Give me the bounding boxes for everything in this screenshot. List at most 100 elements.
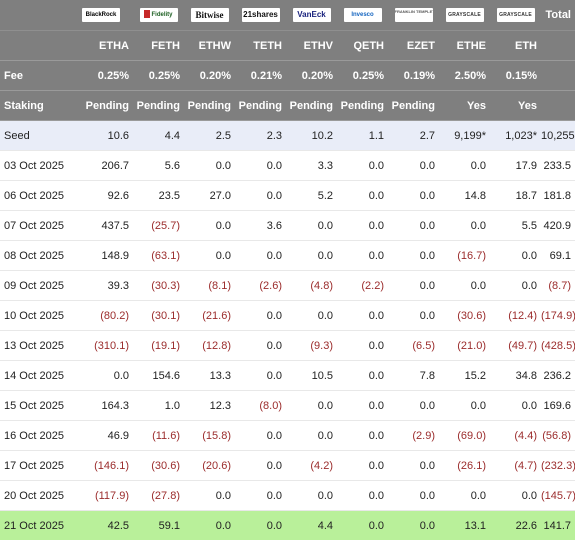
- flow-value-cell: 0.0: [388, 391, 439, 421]
- flow-value-cell: 0.0: [286, 391, 337, 421]
- flow-value-cell: (15.8): [184, 421, 235, 451]
- flow-value-cell: 0.0: [388, 151, 439, 181]
- flow-value-cell: 0.0: [490, 271, 541, 301]
- flow-value-cell: 12.3: [184, 391, 235, 421]
- flow-value-cell: 0.0: [286, 211, 337, 241]
- flow-value-cell: (310.1): [69, 331, 133, 361]
- flow-value-cell: (12.4): [490, 301, 541, 331]
- flow-value-cell: 5.5: [490, 211, 541, 241]
- flow-value-cell: 0.0: [337, 151, 388, 181]
- flow-value-cell: (27.8): [133, 481, 184, 511]
- flow-value-cell: 0.0: [235, 301, 286, 331]
- flow-value-cell: 0.0: [439, 151, 490, 181]
- flow-value-cell: (16.7): [439, 241, 490, 271]
- flow-value-cell: 0.0: [337, 391, 388, 421]
- flow-value-cell: 0.0: [337, 361, 388, 391]
- flow-value-cell: 27.0: [184, 181, 235, 211]
- row-date-label: 09 Oct 2025: [0, 271, 69, 301]
- ticker-cell: ETHA: [69, 31, 133, 61]
- flow-value-cell: (4.4): [490, 421, 541, 451]
- flow-value-cell: 2.5: [184, 121, 235, 151]
- row-total-cell: 69.1: [541, 241, 575, 271]
- blackrock-logo-icon: BlackRock: [82, 8, 120, 22]
- flow-value-cell: 0.0: [69, 361, 133, 391]
- staking-cell: Pending: [133, 91, 184, 121]
- flow-value-cell: 3.3: [286, 151, 337, 181]
- flow-value-cell: 206.7: [69, 151, 133, 181]
- row-total-cell: 10,255: [541, 121, 575, 151]
- flow-value-cell: 0.0: [388, 481, 439, 511]
- ticker-row: ETHA FETH ETHW TETH ETHV QETH EZET ETHE …: [0, 31, 575, 61]
- ticker-label-cell: [0, 31, 69, 61]
- flow-value-cell: (146.1): [69, 451, 133, 481]
- flow-value-cell: 0.0: [388, 211, 439, 241]
- ticker-cell: ETH: [490, 31, 541, 61]
- flow-value-cell: (21.0): [439, 331, 490, 361]
- flow-value-cell: 15.2: [439, 361, 490, 391]
- flow-value-cell: (9.3): [286, 331, 337, 361]
- staking-cell: Pending: [286, 91, 337, 121]
- flow-value-cell: (80.2): [69, 301, 133, 331]
- flow-value-cell: 0.0: [388, 451, 439, 481]
- flow-value-cell: 0.0: [235, 331, 286, 361]
- flow-value-cell: (19.1): [133, 331, 184, 361]
- flow-value-cell: 17.9: [490, 151, 541, 181]
- row-date-label: 08 Oct 2025: [0, 241, 69, 271]
- flow-value-cell: 0.0: [286, 301, 337, 331]
- flow-value-cell: 0.0: [337, 511, 388, 540]
- staking-cell: Pending: [184, 91, 235, 121]
- row-total-cell: (232.3): [541, 451, 575, 481]
- fidelity-logo-icon: Fidelity: [140, 8, 178, 22]
- flow-value-cell: 0.0: [184, 241, 235, 271]
- row-total-cell: (56.8): [541, 421, 575, 451]
- flow-value-cell: 1.0: [133, 391, 184, 421]
- flow-value-cell: 4.4: [133, 121, 184, 151]
- flow-value-cell: 0.0: [388, 181, 439, 211]
- flow-value-cell: (12.8): [184, 331, 235, 361]
- flow-value-cell: 0.0: [439, 211, 490, 241]
- flow-value-cell: 18.7: [490, 181, 541, 211]
- 21shares-logo-icon: 21shares: [242, 8, 280, 22]
- flow-value-cell: (49.7): [490, 331, 541, 361]
- flow-value-cell: 0.0: [490, 481, 541, 511]
- flow-value-cell: (4.8): [286, 271, 337, 301]
- vaneck-logo-icon: VanEck: [293, 8, 331, 22]
- row-total-cell: 141.7: [541, 511, 575, 540]
- flow-value-cell: 0.0: [337, 331, 388, 361]
- flow-value-cell: 3.6: [235, 211, 286, 241]
- fee-cell: 0.25%: [69, 61, 133, 91]
- flow-value-cell: 437.5: [69, 211, 133, 241]
- bitwise-logo-icon: Bitwise: [191, 8, 229, 22]
- flow-value-cell: (11.6): [133, 421, 184, 451]
- fee-cell: 0.25%: [133, 61, 184, 91]
- row-date-label: 20 Oct 2025: [0, 481, 69, 511]
- row-date-label: 16 Oct 2025: [0, 421, 69, 451]
- staking-cell: Pending: [69, 91, 133, 121]
- flow-value-cell: 0.0: [184, 211, 235, 241]
- row-date-label: 17 Oct 2025: [0, 451, 69, 481]
- flow-value-cell: (30.1): [133, 301, 184, 331]
- flow-value-cell: 13.3: [184, 361, 235, 391]
- table-row: 13 Oct 2025(310.1)(19.1)(12.8)0.0(9.3)0.…: [0, 331, 575, 361]
- flow-value-cell: 92.6: [69, 181, 133, 211]
- ticker-cell: ETHV: [286, 31, 337, 61]
- row-date-label: 06 Oct 2025: [0, 181, 69, 211]
- flow-value-cell: 0.0: [439, 391, 490, 421]
- row-date-label: 10 Oct 2025: [0, 301, 69, 331]
- invesco-logo-icon: Invesco: [344, 8, 382, 22]
- ticker-cell: QETH: [337, 31, 388, 61]
- fee-row: Fee 0.25% 0.25% 0.20% 0.21% 0.20% 0.25% …: [0, 61, 575, 91]
- row-date-label: 13 Oct 2025: [0, 331, 69, 361]
- fee-cell: 0.21%: [235, 61, 286, 91]
- flow-value-cell: (25.7): [133, 211, 184, 241]
- flow-value-cell: 42.5: [69, 511, 133, 540]
- flow-value-cell: 4.4: [286, 511, 337, 540]
- staking-cell: Pending: [388, 91, 439, 121]
- flow-value-cell: 0.0: [388, 511, 439, 540]
- fee-label: Fee: [0, 61, 69, 91]
- staking-total-cell: [541, 91, 575, 121]
- flow-value-cell: 0.0: [439, 271, 490, 301]
- flow-value-cell: 0.0: [184, 481, 235, 511]
